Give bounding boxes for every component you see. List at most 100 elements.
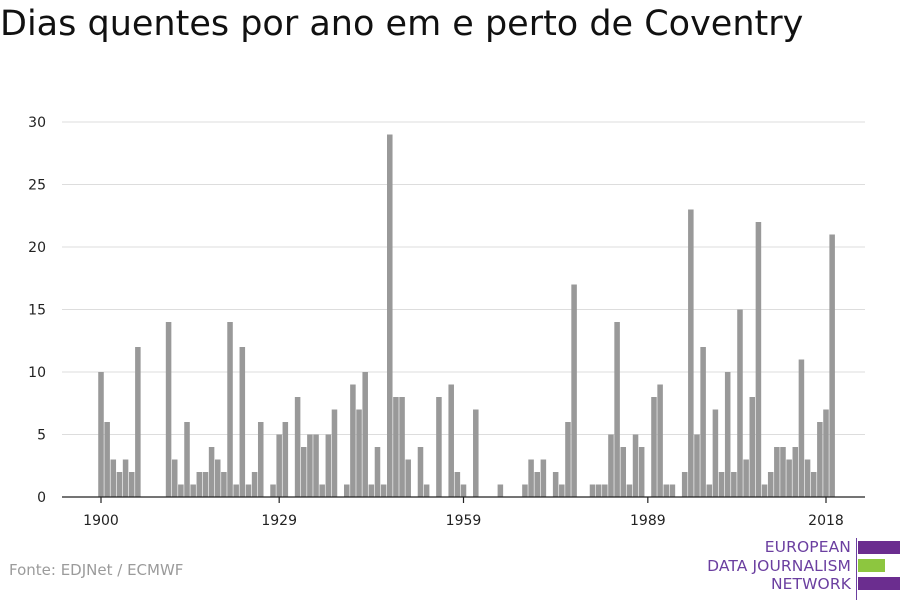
logo-bar-bottom [858, 577, 900, 590]
bar [749, 397, 756, 497]
y-tick-label: 25 [28, 178, 46, 194]
bars [98, 134, 835, 497]
bar [626, 484, 633, 497]
bar [595, 484, 602, 497]
bar [350, 384, 356, 497]
bar [245, 484, 252, 497]
bar [755, 222, 762, 497]
bar [356, 409, 362, 497]
bar [448, 384, 454, 497]
x-tick-label: 1959 [446, 513, 482, 529]
y-tick-label: 5 [37, 428, 46, 444]
bar [589, 484, 596, 497]
bar [712, 409, 719, 497]
bar [829, 234, 835, 497]
bar [393, 397, 399, 497]
bar [436, 397, 442, 497]
bar [294, 397, 301, 497]
bar [522, 484, 528, 497]
bar [497, 484, 504, 497]
bar [657, 384, 663, 497]
bar [128, 472, 135, 497]
source-note: Fonte: EDJNet / ECMWF [9, 561, 184, 579]
y-tick-label: 20 [28, 240, 46, 256]
logo-line-2: DATA JOURNALISM [707, 557, 851, 575]
bar [780, 447, 786, 497]
bar [233, 484, 239, 497]
y-axis-labels: 0 5 10 15 20 25 30 [28, 115, 46, 506]
bar [270, 484, 276, 497]
bar [454, 472, 461, 497]
bar [663, 484, 670, 497]
bar [276, 434, 282, 497]
bar [196, 472, 203, 497]
bar [110, 459, 117, 497]
bar [706, 484, 713, 497]
x-tick-label: 2018 [808, 513, 844, 529]
bar [761, 484, 768, 497]
bar [602, 484, 608, 497]
bar [608, 434, 614, 497]
bar [208, 447, 215, 497]
gridlines [62, 121, 865, 435]
bar [559, 484, 565, 497]
bar [528, 459, 534, 497]
bar [620, 447, 627, 497]
bar [417, 447, 424, 497]
bar [743, 459, 749, 497]
x-tick-label: 1900 [83, 513, 119, 529]
bar [380, 484, 387, 497]
bar [116, 472, 123, 497]
bar [798, 359, 805, 497]
bar [104, 422, 110, 497]
bar [460, 484, 467, 497]
bar [171, 459, 178, 497]
bar [368, 484, 375, 497]
bar [651, 397, 657, 497]
bar [165, 322, 172, 497]
y-tick-label: 30 [28, 115, 46, 131]
bar [774, 447, 780, 497]
bar [319, 484, 325, 497]
bar [399, 397, 405, 497]
logo-bar-middle [858, 559, 885, 572]
bar [239, 347, 246, 497]
chart-title: Dias quentes por ano em e perto de Coven… [0, 4, 804, 44]
bar [184, 422, 190, 497]
bar [282, 422, 289, 497]
bar [737, 309, 743, 497]
bar [214, 459, 221, 497]
bar [632, 434, 639, 497]
bar [731, 472, 737, 497]
x-axis-ticks: 1900 1929 1959 1989 2018 [83, 497, 844, 529]
bar [257, 422, 264, 497]
x-tick-label: 1989 [630, 513, 666, 529]
bar [724, 372, 731, 497]
bar [786, 459, 792, 497]
bar [387, 134, 393, 497]
bar [473, 409, 479, 497]
bar [325, 434, 332, 497]
bar [343, 484, 350, 497]
bar [313, 434, 319, 497]
bar [534, 472, 540, 497]
bar [190, 484, 196, 497]
logo-line-3: NETWORK [770, 575, 851, 593]
bar [540, 459, 547, 497]
bar [227, 322, 233, 497]
bar [565, 422, 571, 497]
bar [823, 409, 829, 497]
bar [571, 284, 577, 497]
bar [767, 472, 774, 497]
bar [688, 209, 694, 497]
bar [552, 472, 559, 497]
y-tick-label: 10 [28, 365, 46, 381]
bar [817, 422, 823, 497]
bar [300, 447, 307, 497]
bar [178, 484, 184, 497]
bar [638, 447, 645, 497]
y-tick-label: 15 [28, 303, 46, 319]
bar [221, 472, 227, 497]
bar [307, 434, 313, 497]
x-tick-label: 1929 [261, 513, 297, 529]
